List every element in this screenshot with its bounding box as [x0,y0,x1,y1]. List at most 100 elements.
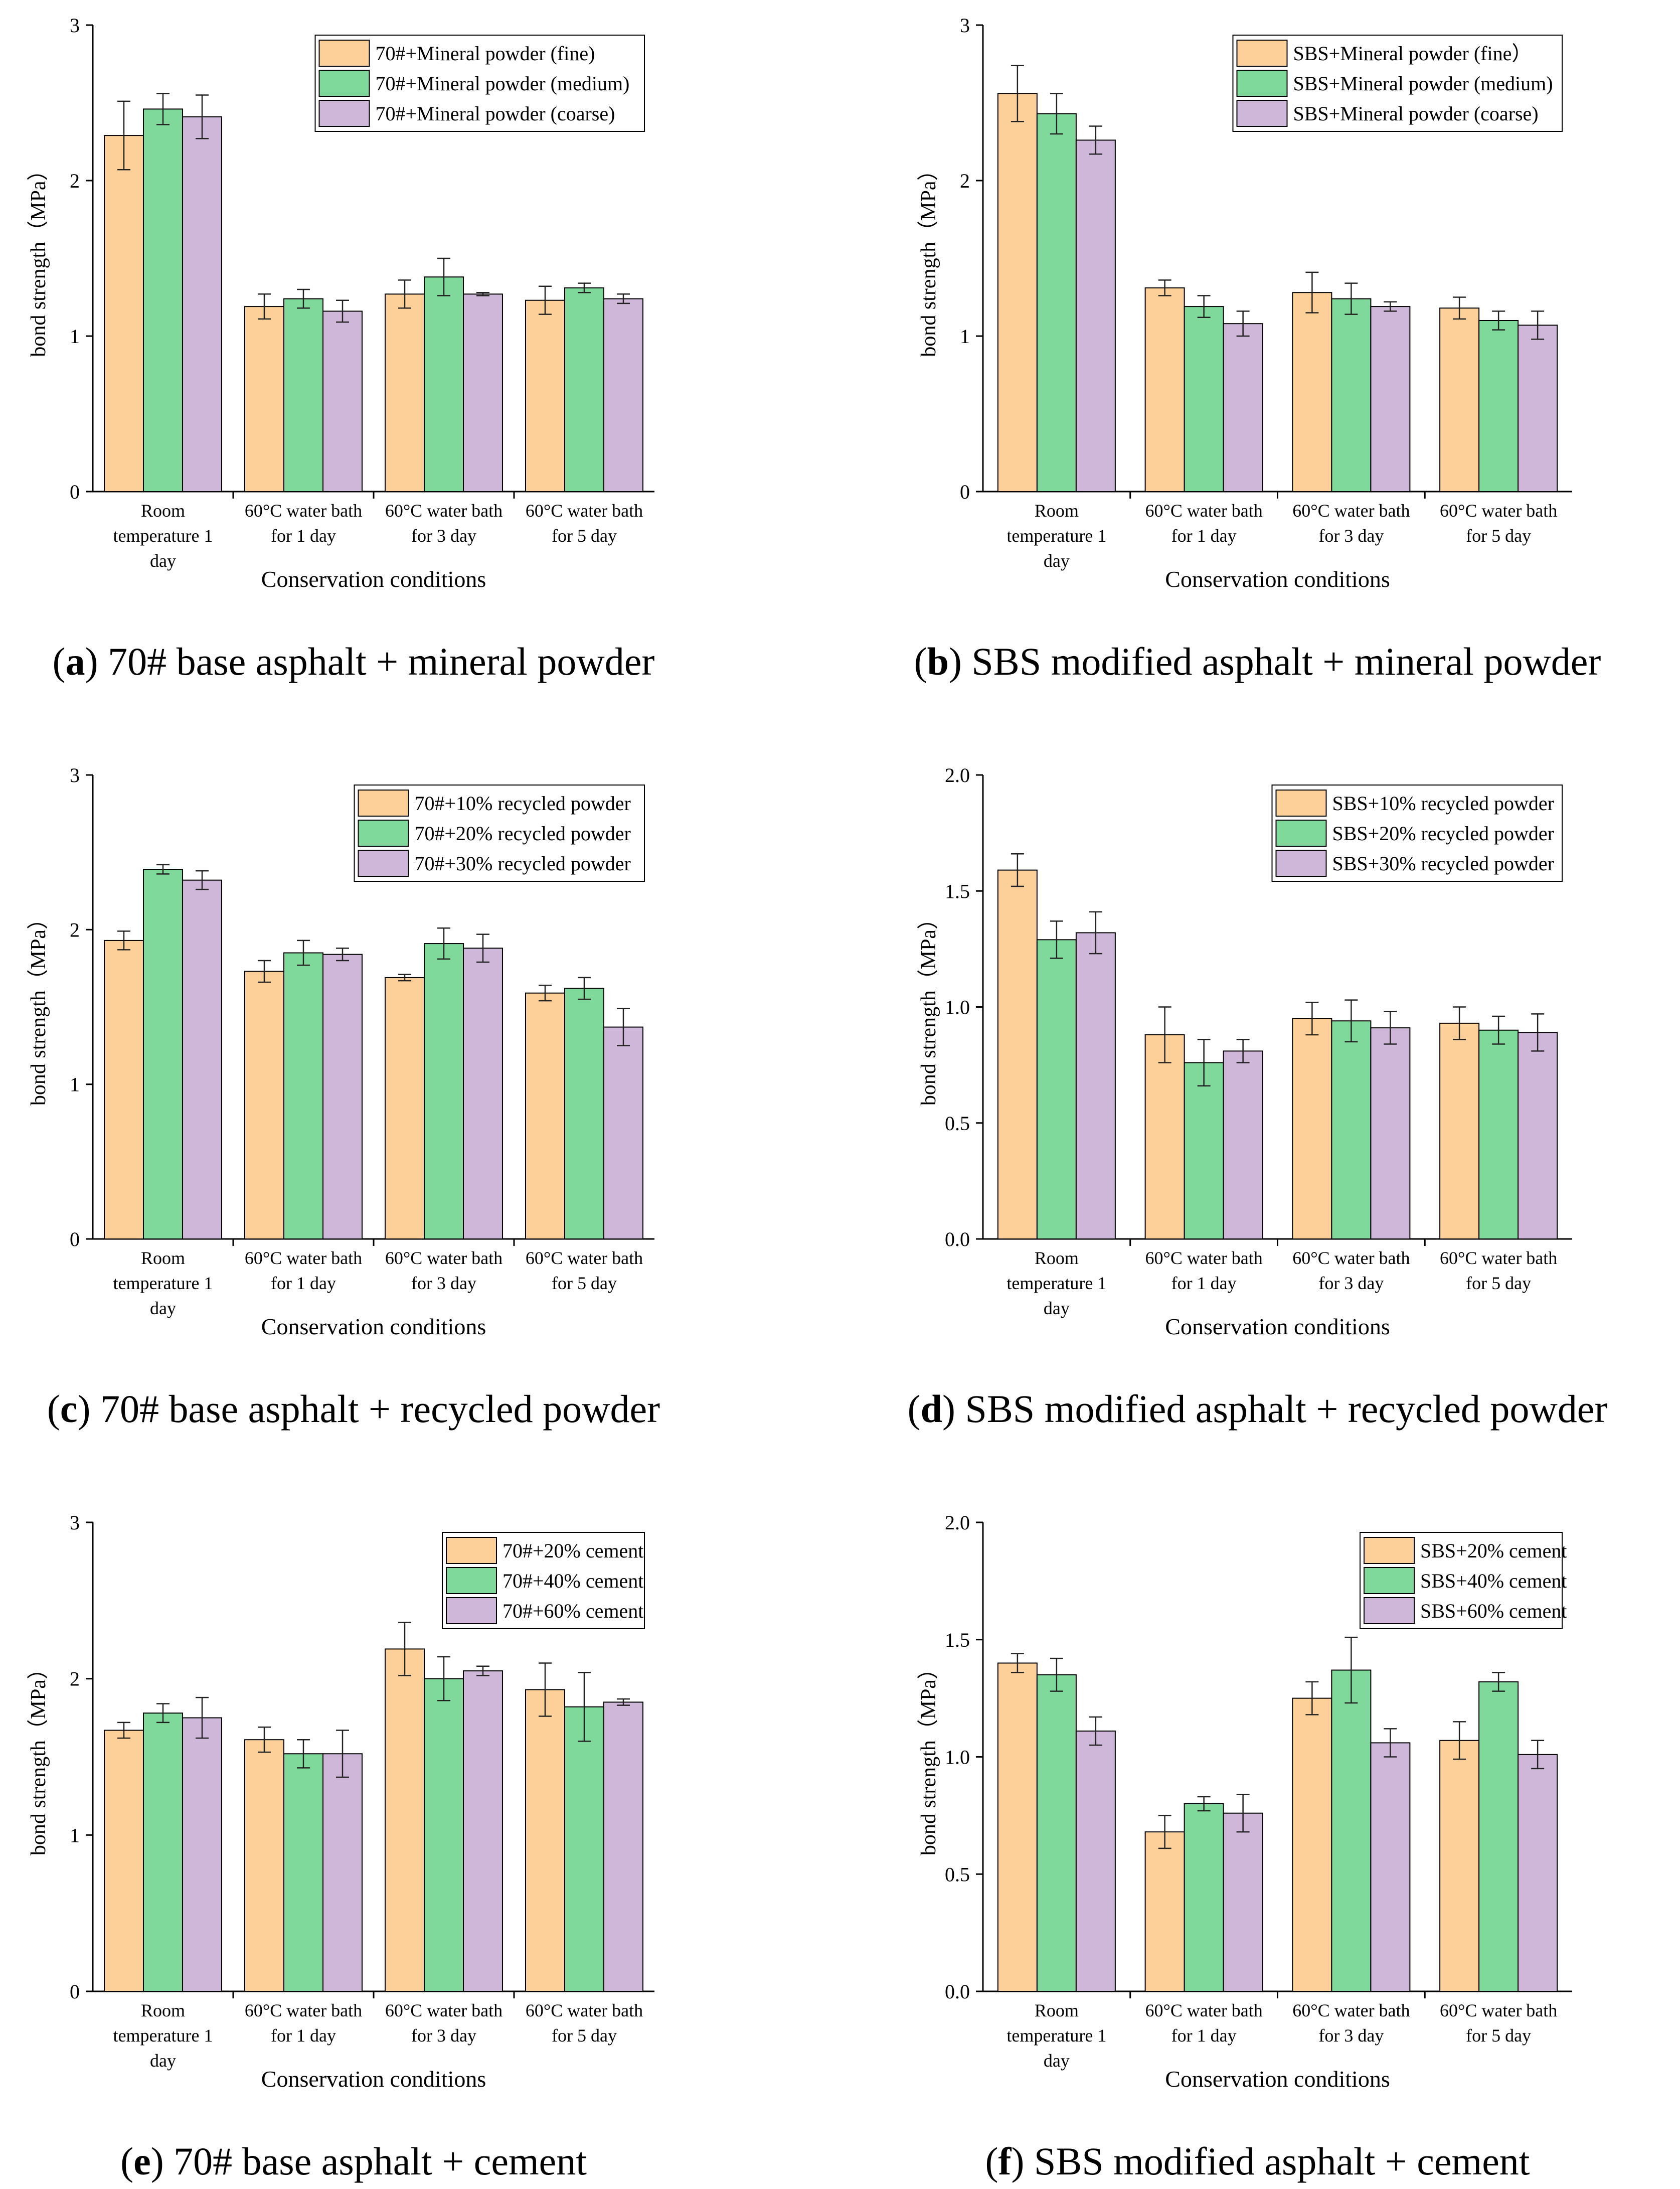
legend-entry: SBS+40% cement [1420,1570,1567,1592]
x-axis-label: Conservation conditions [261,1314,486,1339]
y-axis-label: bond strength（MPa） [27,160,50,357]
bar-series-1-cat-1 [1184,1062,1224,1239]
x-tick-label: Room [141,2000,185,2020]
legend: SBS+10% recycled powder SBS+20% recycled … [1271,785,1563,882]
error-bar [1050,920,1063,959]
x-tick-label: 60°C water bath [1292,2000,1410,2020]
bar-series-1-cat-3 [564,1706,604,1992]
bar-series-0-cat-2 [1292,292,1332,492]
x-tick-label: for 5 day [552,1273,617,1293]
legend-entry: 70#+Mineral powder (coarse) [376,102,615,125]
error-bar [539,1662,552,1717]
x-tick-label: 60°C water bath [245,2000,362,2020]
bar-series-2-cat-2 [463,948,503,1240]
y-tick-label: 1.5 [945,1629,970,1651]
bar-series-1-cat-0 [143,869,183,1240]
x-tick-label: for 5 day [552,526,617,546]
error-bar [1305,271,1319,314]
legend-entry: 70#+10% recycled powder [415,792,631,815]
bar-series-0-cat-1 [244,971,284,1240]
bar-series-1-cat-3 [564,988,604,1239]
error-bar [1384,301,1397,312]
x-tick-label: 60°C water bath [1145,501,1262,521]
x-tick-label: 60°C water bath [1440,2000,1557,2020]
error-bar [1492,1671,1505,1692]
x-tick-label: 60°C water bath [1440,1248,1557,1268]
y-tick-label: 1 [70,1073,80,1096]
error-bar [476,1665,489,1676]
y-tick-label: 0.0 [945,1228,970,1250]
caption: (c) 70# base asphalt + recycled powder [47,1387,660,1431]
x-tick-label: day [1044,2051,1070,2071]
legend: 70#+20% cement 70#+40% cement 70#+60% ceme… [442,1532,645,1629]
caption: (a) 70# base asphalt + mineral powder [53,640,655,683]
bar-series-2-cat-3 [1518,325,1558,492]
bar-series-0-cat-2 [385,293,425,492]
x-tick-label: for 3 day [411,2025,476,2046]
caption: (d) SBS modified asphalt + recycled powd… [908,1387,1608,1431]
bar-series-0-cat-1 [1144,287,1185,493]
error-bar [1531,1013,1545,1052]
legend-entry: 70#+30% recycled powder [415,852,631,875]
y-tick-label: 0 [960,481,970,503]
error-bar [1236,310,1250,337]
legend-swatch [318,70,370,97]
bar-series-1-cat-1 [283,952,323,1240]
legend-swatch [1236,100,1288,127]
legend-swatch [358,850,409,877]
x-tick-label: 60°C water bath [1440,501,1557,521]
legend-entry: 70#+Mineral powder (fine) [376,42,595,65]
x-tick-label: day [150,1298,176,1318]
legend-entry: SBS+10% recycled powder [1332,792,1554,815]
x-axis-label: Conservation conditions [261,566,486,592]
y-tick-label: 0 [70,1980,80,2003]
bar-series-0-cat-0 [104,1730,144,1992]
bar-series-2-cat-0 [182,879,222,1239]
bar-series-2-cat-2 [1370,306,1411,492]
bar-series-1-cat-2 [424,276,464,492]
bar-series-2-cat-3 [1518,1032,1558,1239]
x-tick-label: for 3 day [1318,1273,1384,1293]
bar-series-0-cat-3 [1439,1740,1480,1992]
y-tick-label: 0 [70,1228,80,1250]
bar-series-1-cat-0 [1036,1674,1077,1992]
bar-series-0-cat-0 [997,869,1038,1239]
caption-letter: d [921,1387,942,1431]
bar-series-0-cat-1 [244,1739,284,1992]
legend-swatch [446,1597,497,1624]
error-bar [476,933,489,963]
x-tick-label: for 1 day [271,1273,336,1293]
bar-series-1-cat-0 [1036,939,1077,1239]
error-bar [258,1727,271,1753]
x-tick-label: Room [1035,501,1079,521]
error-bar [1158,1006,1171,1063]
x-tick-label: 60°C water bath [385,501,502,521]
x-tick-label: for 3 day [1318,2025,1384,2046]
y-tick-label: 2 [70,170,80,192]
error-bar [1345,282,1358,315]
x-tick-label: day [1044,1298,1070,1318]
bar-series-1-cat-3 [1478,1029,1519,1239]
x-tick-label: for 5 day [552,2025,617,2046]
error-bar [1089,911,1102,955]
bar-series-0-cat-2 [1292,1697,1332,1992]
bar-series-0-cat-2 [1292,1018,1332,1239]
bar-series-1-cat-2 [1331,298,1372,492]
error-bar [117,100,130,171]
bar-series-0-cat-1 [1144,1831,1185,1992]
error-bar [336,948,349,962]
x-axis-label: Conservation conditions [1165,566,1390,592]
bar-series-0-cat-2 [385,977,425,1239]
x-tick-label: temperature 1 [113,2025,213,2046]
y-tick-label: 2.0 [945,1511,970,1534]
error-bar [398,1622,411,1676]
caption-prefix: ( [120,2139,133,2183]
error-bar [1531,310,1545,340]
x-tick-label: for 1 day [1171,1273,1237,1293]
legend-entry: SBS+Mineral powder (coarse) [1293,102,1539,125]
bar-series-0-cat-0 [104,940,144,1239]
error-bar [437,927,450,960]
y-tick-label: 1.5 [945,880,970,902]
legend-swatch [358,790,409,817]
